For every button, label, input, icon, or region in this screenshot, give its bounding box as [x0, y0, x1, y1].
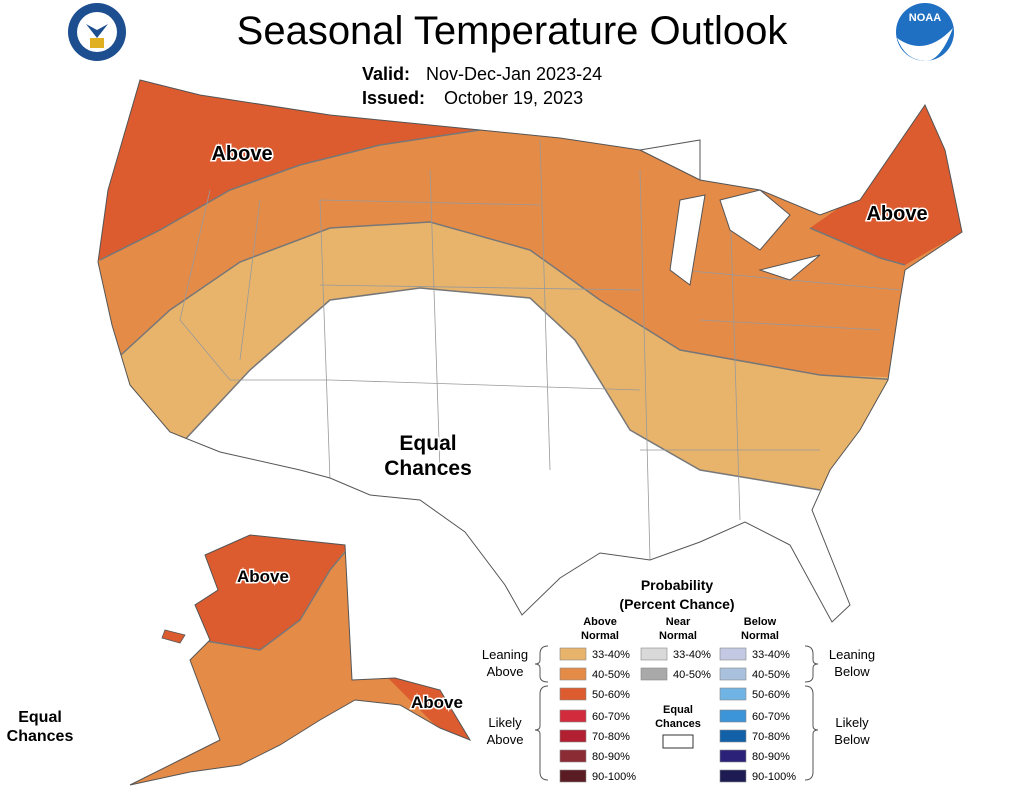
column-heading: Below: [744, 616, 777, 628]
group-label: Above: [487, 732, 524, 747]
legend-label: 70-80%: [592, 731, 630, 743]
equal-chances-swatch: [662, 734, 694, 749]
valid: Nov-Dec-Jan 2023-24: [426, 64, 602, 84]
group-label: Above: [487, 664, 524, 679]
group-label: Below: [834, 732, 870, 747]
legend-swatch: [719, 769, 747, 783]
map-label: Above: [211, 143, 272, 165]
map-label: Equal: [399, 432, 456, 455]
map-label: Chances: [384, 457, 472, 480]
legend-label: 80-90%: [592, 751, 630, 763]
logo-text: NOAA: [909, 12, 941, 24]
legend-label: 40-50%: [673, 669, 711, 681]
valid-label: Valid:: [362, 64, 410, 84]
legend-swatch: [559, 729, 587, 743]
legend-braces: [534, 645, 819, 781]
legend-label: 80-90%: [752, 751, 790, 763]
legend-swatch: [719, 647, 747, 661]
legend-swatch: [719, 729, 747, 743]
alaska-map: [130, 535, 470, 785]
map-label: Chances: [7, 728, 74, 745]
legend-label: 70-80%: [752, 731, 790, 743]
legend-label: 50-60%: [592, 689, 630, 701]
legend-swatch: [559, 709, 587, 723]
legend-swatch: [719, 667, 747, 681]
equal-chances-label: Chances: [655, 718, 701, 730]
alaska-outline: [129, 534, 472, 786]
legend-label: 40-50%: [752, 669, 790, 681]
group-label: Leaning: [482, 647, 528, 662]
doc-seal: [68, 3, 126, 61]
legend-swatch: [719, 687, 747, 701]
legend-title: (Percent Chance): [619, 596, 734, 612]
map-label: Equal: [18, 709, 62, 726]
legend-label: 40-50%: [592, 669, 630, 681]
column-heading: Normal: [581, 630, 619, 642]
legend-swatch: [719, 709, 747, 723]
legend-label: 60-70%: [592, 711, 630, 723]
island: [161, 629, 186, 644]
map-label: Above: [866, 203, 927, 225]
legend-label: 90-100%: [752, 771, 796, 783]
great-lakes: [638, 139, 821, 286]
legend-swatch: [640, 667, 668, 681]
legend-label: 33-40%: [752, 649, 790, 661]
column-heading: Above: [583, 616, 617, 628]
group-label: Likely: [835, 715, 869, 730]
group-label: Below: [834, 664, 870, 679]
noaa-logo: NOAA: [896, 3, 954, 62]
legend-swatch: [559, 667, 587, 681]
column-heading: Normal: [741, 630, 779, 642]
issued-label: Issued:: [362, 88, 425, 108]
legend-label: 33-40%: [592, 649, 630, 661]
column-heading: Near: [666, 616, 691, 628]
legend-swatch: [559, 749, 587, 763]
issued: October 19, 2023: [444, 88, 583, 108]
group-label: Likely: [488, 715, 522, 730]
conus-outline: [97, 79, 963, 623]
title: Seasonal Temperature Outlook: [237, 9, 789, 53]
legend-label: 33-40%: [673, 649, 711, 661]
legend-label: 50-60%: [752, 689, 790, 701]
legend-swatch: [559, 687, 587, 701]
legend-swatch: [559, 769, 587, 783]
column-heading: Normal: [659, 630, 697, 642]
map-label: Above: [237, 567, 289, 586]
group-label: Leaning: [829, 647, 875, 662]
legend-label: 90-100%: [592, 771, 636, 783]
legend-swatch: [719, 749, 747, 763]
legend-label: 60-70%: [752, 711, 790, 723]
legend-swatch: [640, 647, 668, 661]
legend-swatch: [559, 647, 587, 661]
legend-title: Probability: [641, 577, 714, 593]
map-label: Above: [411, 693, 463, 712]
equal-chances-label: Equal: [663, 704, 693, 716]
